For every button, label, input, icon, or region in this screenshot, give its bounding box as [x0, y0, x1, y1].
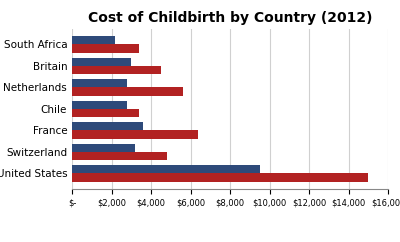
Bar	[72, 165, 260, 173]
Title: Cost of Childbirth by Country (2012): Cost of Childbirth by Country (2012)	[88, 11, 372, 25]
Bar	[72, 45, 139, 53]
Bar	[72, 122, 143, 130]
Bar	[72, 144, 135, 152]
Bar	[72, 173, 368, 182]
Bar	[72, 36, 116, 45]
Bar	[72, 130, 198, 138]
Bar	[72, 87, 182, 96]
Bar	[72, 58, 131, 66]
Bar	[72, 66, 161, 74]
Bar	[72, 152, 167, 160]
Bar	[72, 79, 127, 87]
Bar	[72, 109, 139, 117]
Bar	[72, 101, 127, 109]
